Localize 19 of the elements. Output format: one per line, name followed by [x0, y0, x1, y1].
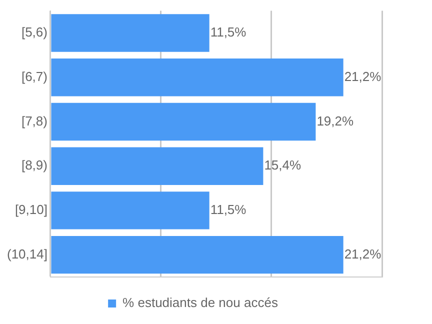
y-tick-label: [9,10]: [14, 202, 48, 218]
bar: [51, 147, 264, 185]
data-label: 11,5%: [210, 24, 247, 40]
y-tick-label: [5,6): [21, 24, 48, 40]
bar: [51, 14, 210, 52]
bar: [51, 58, 344, 96]
bar: [51, 236, 344, 274]
y-tick-label: [7,8): [21, 113, 48, 128]
legend-label: % estudiants de nou accés: [122, 295, 278, 310]
y-tick-label: [8,9): [21, 158, 48, 173]
data-label: 11,5%: [210, 202, 247, 218]
data-label: 21,2%: [344, 246, 382, 262]
data-label: 21,2%: [344, 68, 382, 84]
bar: [51, 102, 316, 141]
data-label: 19,2%: [316, 113, 354, 128]
bar: [51, 192, 210, 230]
y-tick-label: (10,14]: [6, 246, 48, 262]
y-tick-label: [6,7): [21, 68, 48, 84]
data-label: 15,4%: [264, 158, 302, 173]
